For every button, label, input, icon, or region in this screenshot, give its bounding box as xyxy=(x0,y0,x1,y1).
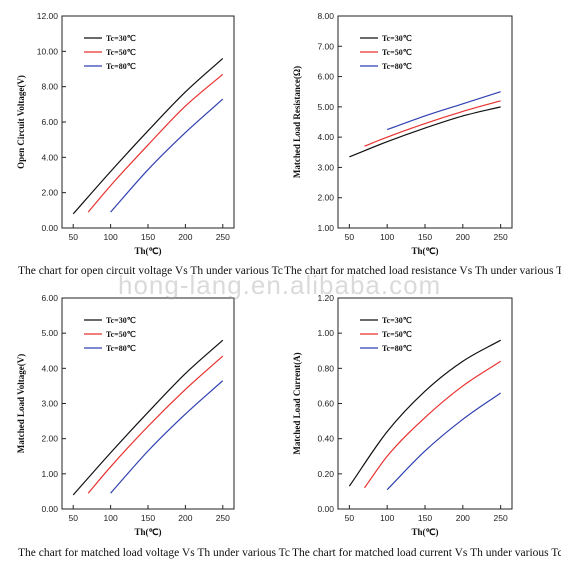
series-line xyxy=(364,100,501,147)
legend-label: Tc=80℃ xyxy=(382,62,412,71)
plot-frame xyxy=(61,297,235,510)
chart-matched-load-current: 50 100 150 200 250 0.00 0.20 0.40 0.60 0.80 1.00 1.… xyxy=(280,285,561,569)
chart-caption: The chart for matched load resistance Vs… xyxy=(284,265,561,277)
y-tick-label: 4.00 xyxy=(41,363,58,373)
series-line xyxy=(386,392,501,491)
x-tick-label: 50 xyxy=(345,513,355,523)
y-tick-label: 12.00 xyxy=(37,11,59,21)
x-axis-title: Th(℃) xyxy=(134,246,161,256)
y-tick-label: 6.00 xyxy=(41,117,58,127)
plot-frame xyxy=(61,15,235,229)
y-tick-label: 4.00 xyxy=(41,152,58,162)
y-tick-label: 3.00 xyxy=(317,162,334,172)
x-tick-label: 50 xyxy=(68,232,78,242)
y-axis-title: Matched Load Resistance(Ω) xyxy=(292,66,302,178)
series-line xyxy=(87,355,224,494)
y-axis-title: Matched Load Current(A) xyxy=(292,352,302,454)
legend-label: Tc=50℃ xyxy=(106,48,136,57)
series-line xyxy=(386,91,501,131)
legend-label: Tc=30℃ xyxy=(106,316,136,325)
x-tick-label: 250 xyxy=(494,232,508,242)
y-tick-label: 0.00 xyxy=(41,223,58,233)
x-tick-label: 200 xyxy=(178,232,192,242)
plot-frame xyxy=(337,15,513,229)
y-tick-label: 1.20 xyxy=(317,293,334,303)
legend-label: Tc=80℃ xyxy=(106,62,136,71)
x-tick-label: 200 xyxy=(178,513,192,523)
chart-caption: The chart for matched load voltage Vs Th… xyxy=(18,547,290,559)
y-tick-label: 1.00 xyxy=(317,328,334,338)
legend-label: Tc=80℃ xyxy=(106,344,136,353)
y-tick-label: 7.00 xyxy=(317,41,334,51)
x-tick-label: 200 xyxy=(456,232,470,242)
x-tick-label: 50 xyxy=(345,232,355,242)
chart-svg-3: 50 100 150 200 250 0.00 0.20 0.40 0.60 0.80 1.00 1.… xyxy=(292,293,513,537)
chart-svg-2: 50 100 150 200 250 0.00 1.00 2.00 3.00 4.00 5.00 6.… xyxy=(16,293,235,537)
chart-svg-1: 50 100 150 200 250 1.00 2.00 3.00 4.00 5.00 6.00 7.… xyxy=(292,11,513,256)
series-line xyxy=(110,380,224,494)
x-tick-label: 250 xyxy=(216,232,230,242)
y-tick-label: 0.00 xyxy=(41,504,58,514)
x-tick-label: 150 xyxy=(141,513,155,523)
y-tick-label: 0.40 xyxy=(317,434,334,444)
x-tick-label: 150 xyxy=(418,513,432,523)
x-tick-label: 150 xyxy=(418,232,432,242)
series-line xyxy=(72,57,224,215)
x-axis-title: Th(℃) xyxy=(134,527,161,537)
chart-matched-load-resistance: 50 100 150 200 250 1.00 2.00 3.00 4.00 5.00 6.00 7.… xyxy=(280,0,561,285)
legend-label: Tc=50℃ xyxy=(382,330,412,339)
y-tick-label: 2.00 xyxy=(41,188,58,198)
series-line xyxy=(349,106,501,158)
x-tick-label: 200 xyxy=(456,513,470,523)
y-tick-label: 0.80 xyxy=(317,363,334,373)
y-axis-title: Open Circuit Voltage(V) xyxy=(16,75,26,169)
y-tick-label: 6.00 xyxy=(41,293,58,303)
x-tick-label: 150 xyxy=(141,232,155,242)
x-tick-label: 50 xyxy=(68,513,78,523)
y-tick-label: 0.20 xyxy=(317,469,334,479)
y-tick-label: 2.00 xyxy=(41,434,58,444)
y-tick-label: 5.00 xyxy=(41,328,58,338)
legend-label: Tc=30℃ xyxy=(382,34,412,43)
chart-svg-0: 50 100 150 200 250 0.00 2.00 4.00 6.00 8.00 10.00 1… xyxy=(16,11,235,256)
legend-label: Tc=50℃ xyxy=(106,330,136,339)
y-tick-label: 8.00 xyxy=(41,82,58,92)
y-tick-label: 0.60 xyxy=(317,399,334,409)
y-tick-label: 3.00 xyxy=(41,399,58,409)
x-tick-label: 100 xyxy=(104,232,118,242)
chart-matched-load-voltage: 50 100 150 200 250 0.00 1.00 2.00 3.00 4.00 5.00 6.… xyxy=(0,285,290,569)
series-line xyxy=(110,98,224,213)
x-tick-label: 250 xyxy=(216,513,230,523)
series-line xyxy=(87,73,224,213)
y-tick-label: 1.00 xyxy=(41,469,58,479)
x-tick-label: 100 xyxy=(380,232,394,242)
y-tick-label: 8.00 xyxy=(317,11,334,21)
x-axis-title: Th(℃) xyxy=(411,527,438,537)
legend-label: Tc=30℃ xyxy=(382,316,412,325)
y-tick-label: 0.00 xyxy=(317,504,334,514)
y-tick-label: 10.00 xyxy=(37,46,59,56)
y-tick-label: 6.00 xyxy=(317,72,334,82)
x-axis-title: Th(℃) xyxy=(411,246,438,256)
legend-label: Tc=30℃ xyxy=(106,34,136,43)
y-tick-label: 5.00 xyxy=(317,102,334,112)
y-tick-label: 1.00 xyxy=(317,223,334,233)
chart-caption: The chart for matched load current Vs Th… xyxy=(292,547,561,559)
series-line xyxy=(348,339,501,487)
y-tick-label: 2.00 xyxy=(317,193,334,203)
y-axis-title: Matched Load Voltage(V) xyxy=(16,354,26,454)
x-tick-label: 100 xyxy=(380,513,394,523)
series-line xyxy=(363,360,501,489)
series-line xyxy=(72,339,224,496)
chart-caption: The chart for open circuit voltage Vs Th… xyxy=(18,265,283,277)
y-tick-label: 4.00 xyxy=(317,132,334,142)
watermark-text: hong-lang.en.alibaba.com xyxy=(118,270,442,300)
chart-open-circuit-voltage: 50 100 150 200 250 0.00 2.00 4.00 6.00 8.00 10.00 1… xyxy=(0,0,283,285)
legend-label: Tc=50℃ xyxy=(382,48,412,57)
x-tick-label: 100 xyxy=(104,513,118,523)
x-tick-label: 250 xyxy=(494,513,508,523)
legend-label: Tc=80℃ xyxy=(382,344,412,353)
